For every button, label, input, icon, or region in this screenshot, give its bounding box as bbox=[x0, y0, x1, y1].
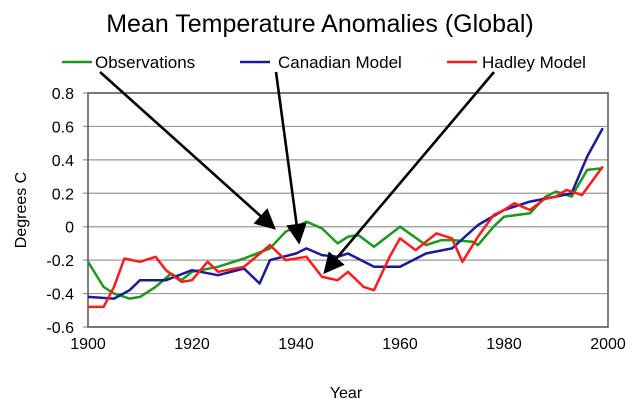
series-line-hadley-model bbox=[88, 165, 604, 309]
x-tick-label: 2000 bbox=[590, 336, 626, 353]
y-tick-labels: 0.8 0.6 0.4 0.2 0 -0.2 -0.4 -0.6 bbox=[46, 86, 74, 337]
y-tick-label: 0.4 bbox=[52, 153, 74, 170]
y-tick-label: 0.2 bbox=[52, 186, 74, 203]
arrow bbox=[274, 71, 307, 245]
y-tick-label: 0.6 bbox=[52, 119, 74, 136]
y-tick-label: -0.6 bbox=[46, 320, 74, 337]
series-lines bbox=[86, 127, 604, 309]
plot-frame bbox=[87, 92, 609, 328]
legend-label: Canadian Model bbox=[278, 53, 402, 72]
x-axis-label: Year bbox=[330, 385, 363, 402]
x-tick-labels: 1900 1920 1940 1960 1980 2000 bbox=[70, 336, 626, 353]
arrow bbox=[323, 71, 495, 274]
y-tick-label: -0.2 bbox=[46, 253, 74, 270]
chart-title: Mean Temperature Anomalies (Global) bbox=[106, 10, 534, 38]
y-tick-label: -0.4 bbox=[46, 287, 74, 304]
x-tick-label: 1980 bbox=[486, 336, 522, 353]
x-tick-label: 1960 bbox=[382, 336, 418, 353]
series-line-observations bbox=[86, 166, 603, 300]
x-tick-label: 1900 bbox=[70, 336, 106, 353]
x-tick-label: 1920 bbox=[174, 336, 210, 353]
legend-label: Observations bbox=[95, 53, 195, 72]
legend-label: Hadley Model bbox=[482, 53, 586, 72]
y-tick-label: 0 bbox=[65, 220, 74, 237]
legend: Observations Canadian Model Hadley Model bbox=[62, 53, 586, 72]
y-axis-label: Degrees C bbox=[13, 172, 30, 248]
arrow bbox=[99, 71, 276, 230]
y-tick-label: 0.8 bbox=[52, 86, 74, 103]
x-tick-label: 1940 bbox=[278, 336, 314, 353]
annotation-arrows bbox=[99, 71, 495, 274]
